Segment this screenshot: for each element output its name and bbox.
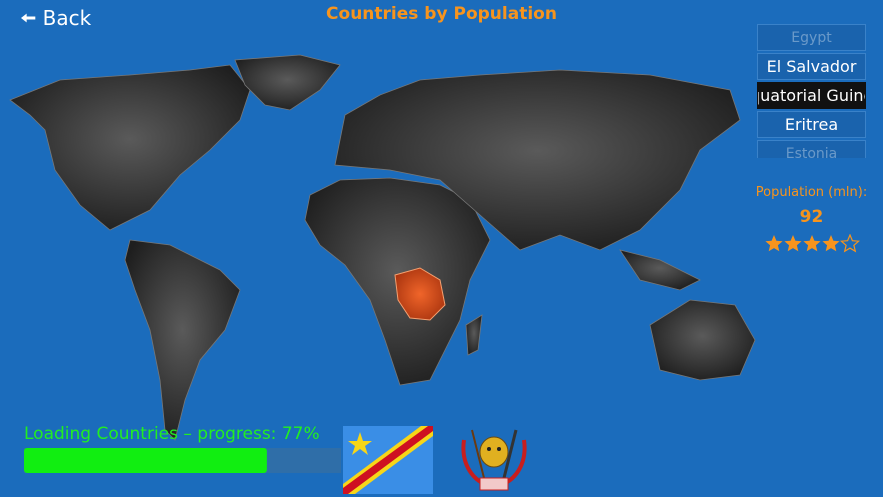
progress-fill [24,448,267,473]
madagascar [465,314,483,356]
south-america [124,239,241,441]
australia [649,299,756,381]
country-row[interactable]: Equatorial Guinea [757,82,866,109]
north-america [9,64,251,231]
progress-bar [24,448,341,473]
loading-text: Loading Countries – progress: 77% [24,424,320,444]
back-label: Back [42,6,92,30]
coat-of-arms [461,429,527,491]
eurasia [334,69,741,251]
country-row[interactable]: Eritrea [757,111,866,138]
country-row[interactable]: Estonia [757,140,866,158]
country-row[interactable]: El Salvador [757,53,866,80]
population-label: Population (mln): [755,185,868,200]
star-filled [822,235,840,252]
indonesia [619,249,701,291]
rating-stars [765,234,860,253]
population-value: 92 [799,207,824,227]
screen-title: Countries by Population [326,4,557,24]
highlighted-country[interactable] [394,267,446,321]
star-filled [784,235,802,252]
star-filled [765,235,783,252]
back-button[interactable]: 🠨 Back [20,6,92,30]
greenland [234,54,341,111]
star-filled [803,235,821,252]
flag [343,426,433,494]
country-row[interactable]: Egypt [757,24,866,51]
star-empty [839,234,860,253]
